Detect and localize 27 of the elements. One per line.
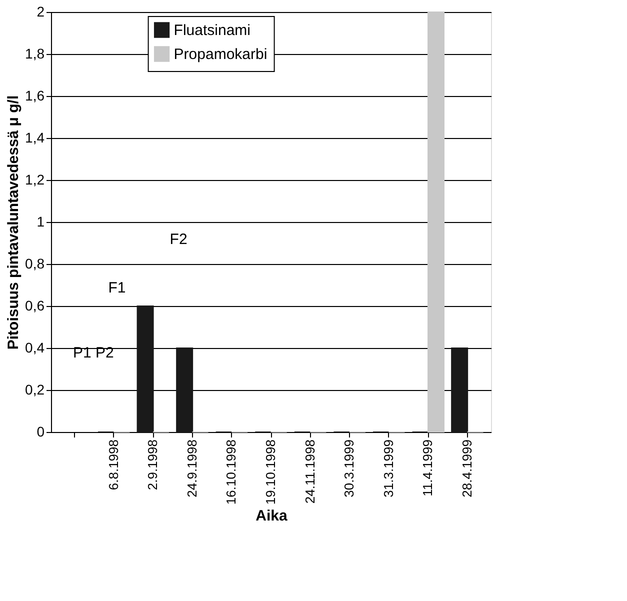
y-tick-label: 0,6 [25,298,45,314]
x-tick-label: 6.8.1998 [106,440,121,490]
x-tick-label: 30.3.1999 [342,440,357,498]
y-tick-label: 0,2 [25,382,45,398]
x-tick-label: 2.9.1998 [145,440,160,490]
y-tick-label: 1,4 [25,130,45,146]
y-tick-label: 1,6 [25,88,45,104]
annotation: F1 [108,280,126,296]
x-tick-label: 31.3.1999 [380,440,396,498]
y-tick-label: 1,8 [25,46,45,62]
y-tick-label: 0 [36,424,45,440]
y-tick-label: 0,4 [25,340,45,356]
annotation: F2 [170,231,188,248]
y-tick-label: 1 [36,214,45,230]
x-tick-label: 11.4.1999 [420,440,436,496]
y-tick-label: 1,2 [25,172,45,188]
x-tick-label: 16.10.1998 [224,440,239,505]
y-tick-label: 0,8 [25,256,45,272]
x-tick-label: 19.10.1998 [263,440,278,505]
x-tick-label: 28.4.1999 [459,440,474,498]
legend-label: Propamokarbi [174,46,268,63]
x-axis-title: Aika [256,508,288,525]
x-tick-label: 24.11.1998 [302,440,318,504]
legend-label: Fluatsinami [174,22,251,39]
y-tick-label: 2 [36,4,45,20]
y-axis-title: Pitoisuus pintavaluntavedessä μ g/l [5,95,22,350]
x-tick-label: 24.9.1998 [184,440,200,498]
